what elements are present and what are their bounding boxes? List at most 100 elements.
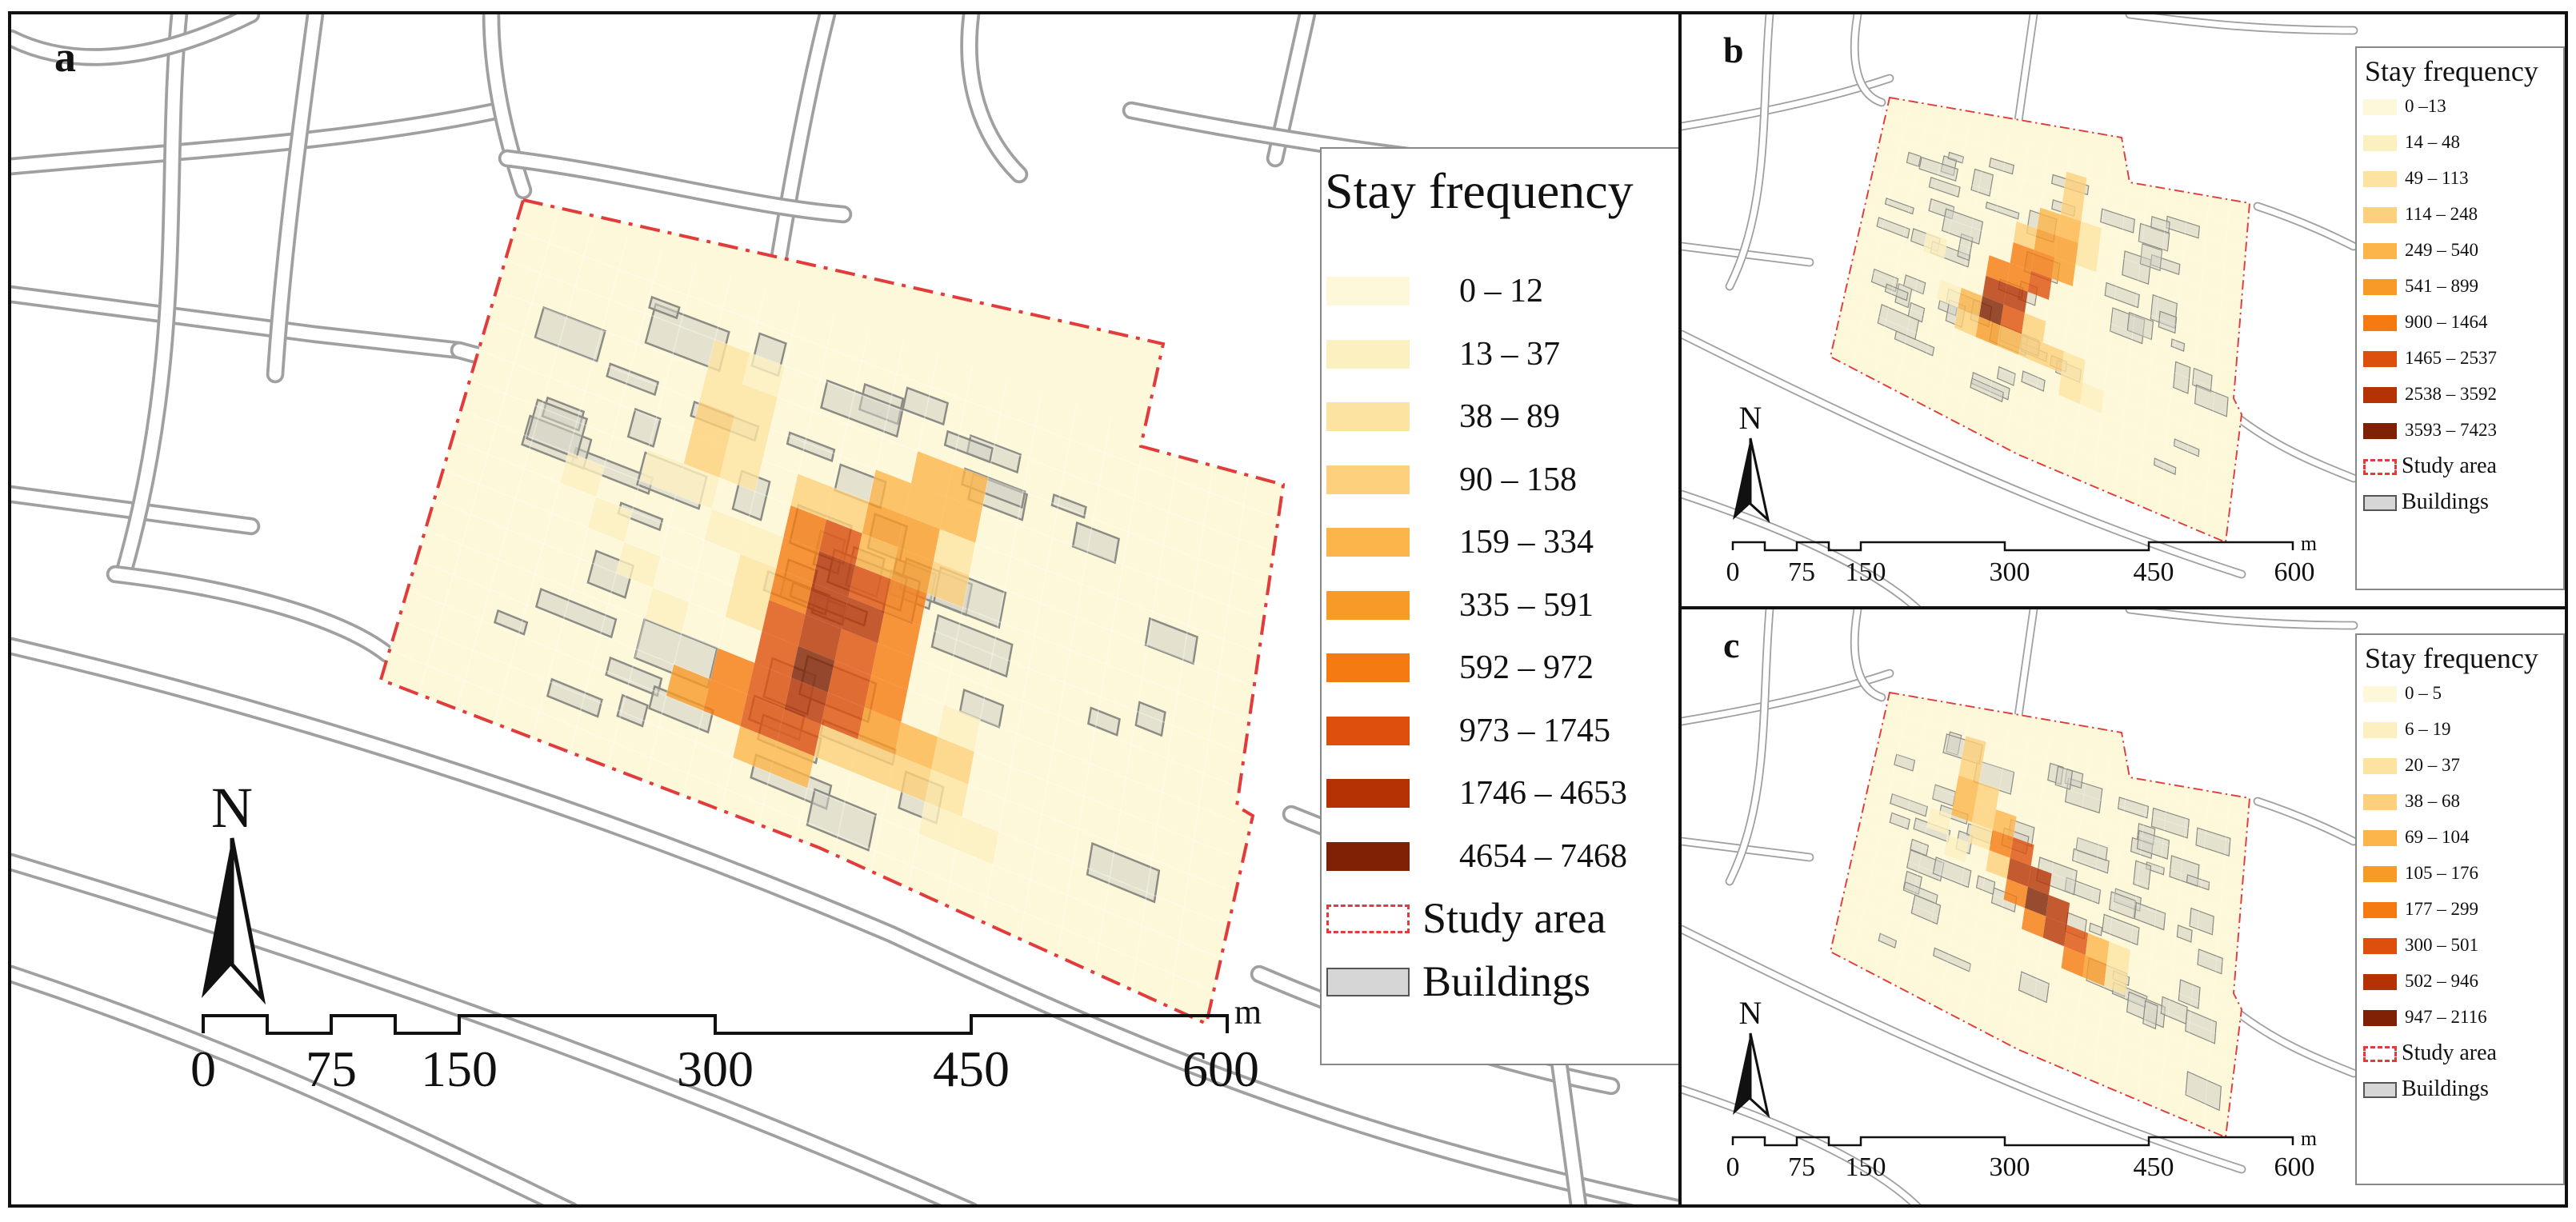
legend-label: 249 – 540 [2405,240,2478,260]
legend-swatch [2363,1010,2397,1026]
heat-cell [2075,242,2099,273]
study-area-boundary [378,198,1286,1026]
building [2194,384,2229,417]
road-fill [2126,609,2357,629]
heat-cell [770,741,814,789]
grid-line [418,212,558,696]
scale-tick-450: 450 [2134,1152,2174,1182]
heat-grid [1834,698,2248,1128]
building [1902,274,1926,295]
building [2142,1000,2158,1030]
heat-cell [2022,908,2046,938]
grid-line [1877,748,2245,872]
grid-line [455,226,594,712]
grid-line [980,406,1077,930]
legend-label: 13 – 37 [1459,335,1560,373]
heat-cell [616,541,661,588]
building [2178,979,2201,1009]
heat-cell [2104,964,2128,996]
scale-unit: m [1234,992,1262,1032]
legend-label: 502 – 946 [2405,971,2478,991]
building [820,379,904,438]
building [2173,361,2191,394]
scale-tick-0: 0 [1726,557,1740,587]
heat-cell [742,353,785,397]
building [1947,151,1964,164]
legend-swatch [2363,351,2397,367]
heat-cell [798,614,842,661]
legend-swatch [2363,1046,2397,1062]
legend-label: 159 – 334 [1459,524,1594,561]
scale-tick-600: 600 [2274,1152,2315,1182]
heat-cell [1997,325,2022,355]
grid-line [2071,757,2110,1065]
building [648,295,681,320]
study-area-boundary [1829,96,2251,544]
road-fill [269,14,322,381]
building [2154,457,2177,476]
heat-cell [819,519,862,565]
scale-tick-300: 300 [1990,1152,2030,1182]
grid-line [398,619,1217,957]
heat-cell [1954,775,1979,803]
road-fill [1682,926,2245,1172]
legend-label: 38 – 68 [2405,791,2460,811]
grid-line [1895,709,1950,983]
heat-cell [2003,878,2028,909]
road-fill [11,14,258,63]
scale-tick-600: 600 [1182,1040,1259,1097]
heat-cell [733,725,778,773]
heat-cell [740,694,785,741]
north-arrow: N [1733,995,1770,1119]
building [534,587,618,639]
building [1902,881,1938,905]
legend-label: 177 – 299 [2405,899,2478,919]
legend-swatch [2363,830,2397,846]
heat-cell [2003,283,2028,313]
heat-cell [1922,232,1948,260]
building [2150,807,2190,839]
heat-cell [904,483,946,529]
heat-cell [719,446,763,492]
building [2109,891,2137,920]
grid-line [2093,167,2130,481]
building [2018,971,2050,1004]
heat-cell [2058,373,2083,405]
legend-label: 4654 – 7468 [1459,837,1627,875]
grid-line [2093,762,2130,1076]
building [2054,765,2074,790]
heat-cell [2024,886,2049,916]
grid-line [2159,780,2190,1107]
panel-label: a [54,33,76,81]
scale-tick-150: 150 [1846,1152,1886,1182]
heat-cell [1958,287,1983,317]
road-fill [1682,331,2245,577]
heat-cell [1962,736,1986,762]
road-fill [117,14,186,581]
road-fill [2014,609,2037,725]
building [2173,438,2200,457]
legend-swatch [1326,277,1410,306]
building [1970,377,2004,403]
road-fill [2126,14,2357,34]
grid-line [2181,191,2210,522]
heat-cell [2018,333,2043,365]
grid-line [1847,282,2233,446]
building [1877,303,1920,341]
legend-swatch [2363,794,2397,810]
heat-cell [2061,946,2086,977]
grid-line [496,289,1270,587]
heat-cell [2046,895,2070,925]
building [1933,947,1971,972]
building [943,429,994,464]
north-arrow-right-icon [1749,437,1770,524]
building [2064,777,2103,814]
building [2185,1008,2218,1044]
legend: Stay frequency 0 –13 14 – 48 49 – 113 114 –… [2355,46,2565,590]
scale-tick-75: 75 [1788,1152,1815,1182]
grid-line [1838,914,2230,1089]
heat-cell [683,432,727,478]
building [1970,168,1994,197]
heat-cell [2085,932,2110,964]
